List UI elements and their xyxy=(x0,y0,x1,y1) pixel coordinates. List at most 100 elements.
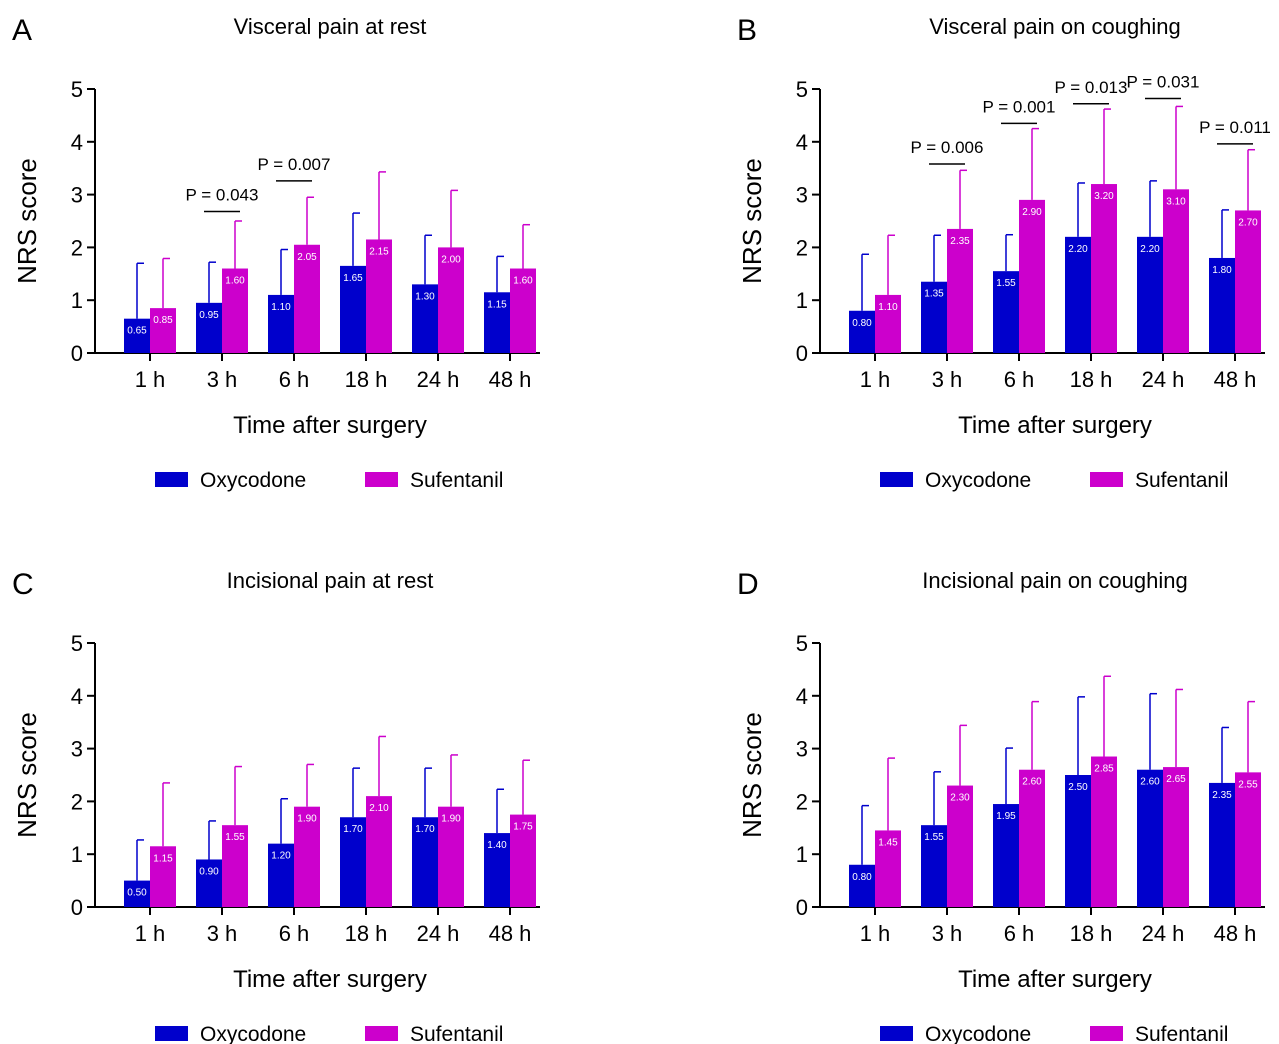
y-tick-label: 0 xyxy=(796,341,808,366)
legend-swatch xyxy=(1090,1026,1123,1041)
oxycodone-bar xyxy=(412,284,438,353)
chart-panel-d: D Incisional pain on coughing NRS score 0 1 2… xyxy=(737,568,1265,1044)
bar-value-label: 1.40 xyxy=(487,840,507,851)
y-axis-label: NRS score xyxy=(12,158,42,284)
y-tick-label: 3 xyxy=(796,183,808,208)
bar-value-label: 2.20 xyxy=(1068,244,1088,255)
sufentanil-bar xyxy=(1163,767,1189,907)
y-tick-label: 5 xyxy=(796,77,808,102)
bar-value-label: 1.45 xyxy=(878,837,898,848)
x-axis-label: Time after surgery xyxy=(958,966,1152,993)
bar-value-label: 1.90 xyxy=(297,814,317,825)
bar-value-label: 3.10 xyxy=(1166,196,1186,207)
sufentanil-bar xyxy=(510,268,536,353)
x-tick-label: 1 h xyxy=(860,367,891,392)
sufentanil-bar xyxy=(1091,756,1117,907)
bar-value-label: 1.70 xyxy=(343,824,363,835)
bar-value-label: 2.90 xyxy=(1022,207,1042,218)
legend-label: Oxycodone xyxy=(200,469,306,492)
sufentanil-bar xyxy=(875,294,901,353)
p-value-annotation: P = 0.011 xyxy=(1199,118,1271,137)
oxycodone-bar xyxy=(412,817,438,907)
chart-panel-b: B Visceral pain on coughing NRS score 0 1 2 3 4… xyxy=(737,14,1271,492)
sufentanil-bar xyxy=(366,796,392,907)
p-value-annotation: P = 0.007 xyxy=(258,155,331,174)
bar-value-label: 1.15 xyxy=(153,853,173,864)
bar-value-label: 1.10 xyxy=(878,302,898,313)
legend-swatch xyxy=(155,1026,188,1041)
bar-value-label: 1.30 xyxy=(415,291,435,302)
y-tick-label: 5 xyxy=(71,631,83,656)
x-tick-label: 48 h xyxy=(489,921,532,946)
x-tick-label: 3 h xyxy=(207,367,238,392)
oxycodone-bar xyxy=(268,843,294,907)
y-tick-label: 1 xyxy=(796,288,808,313)
y-tick-label: 4 xyxy=(796,684,808,709)
oxycodone-bar xyxy=(124,318,150,353)
bar-value-label: 2.70 xyxy=(1238,217,1258,228)
y-tick-label: 1 xyxy=(71,842,83,867)
x-tick-label: 3 h xyxy=(932,921,963,946)
bar-value-label: 1.35 xyxy=(924,289,944,300)
sufentanil-bar xyxy=(510,814,536,907)
bar-value-label: 0.90 xyxy=(199,866,219,877)
x-tick-label: 3 h xyxy=(932,367,963,392)
sufentanil-bar xyxy=(947,785,973,907)
p-value-annotation: P = 0.031 xyxy=(1127,73,1200,92)
x-tick-label: 6 h xyxy=(1004,921,1035,946)
bar-value-label: 2.35 xyxy=(1212,790,1232,801)
legend-swatch xyxy=(365,1026,398,1041)
bar-value-label: 1.55 xyxy=(996,278,1016,289)
bar-value-label: 1.10 xyxy=(271,302,291,313)
bar-value-label: 0.95 xyxy=(199,310,219,321)
y-tick-label: 2 xyxy=(796,789,808,814)
bar-value-label: 2.20 xyxy=(1140,244,1160,255)
legend-swatch xyxy=(155,472,188,487)
x-axis-label: Time after surgery xyxy=(233,966,427,993)
x-tick-label: 1 h xyxy=(135,367,166,392)
sufentanil-bar xyxy=(1019,769,1045,907)
legend-swatch xyxy=(880,1026,913,1041)
sufentanil-bar xyxy=(222,268,248,353)
oxycodone-bar xyxy=(196,859,222,907)
x-tick-label: 18 h xyxy=(345,367,388,392)
x-tick-label: 18 h xyxy=(1070,367,1113,392)
bar-value-label: 1.75 xyxy=(513,822,533,833)
oxycodone-bar xyxy=(340,265,366,353)
bar-value-label: 1.20 xyxy=(271,851,291,862)
oxycodone-bar xyxy=(1137,769,1163,907)
bar-value-label: 0.65 xyxy=(127,326,147,337)
x-tick-label: 6 h xyxy=(279,367,310,392)
y-tick-label: 5 xyxy=(71,77,83,102)
oxycodone-bar xyxy=(993,271,1019,353)
x-tick-label: 48 h xyxy=(489,367,532,392)
x-tick-label: 24 h xyxy=(1142,367,1185,392)
oxycodone-bar xyxy=(124,880,150,907)
x-tick-label: 24 h xyxy=(417,921,460,946)
p-value-annotation: P = 0.006 xyxy=(911,138,984,157)
y-tick-label: 3 xyxy=(71,183,83,208)
bar-value-label: 2.85 xyxy=(1094,764,1114,775)
legend-label: Oxycodone xyxy=(925,469,1031,492)
legend-label: Sufentanil xyxy=(410,469,503,492)
y-tick-label: 1 xyxy=(71,288,83,313)
p-value-annotation: P = 0.043 xyxy=(186,185,259,204)
legend-label: Sufentanil xyxy=(1135,469,1228,492)
y-tick-label: 4 xyxy=(71,684,83,709)
y-tick-label: 2 xyxy=(796,235,808,260)
sufentanil-bar xyxy=(438,247,464,353)
oxycodone-bar xyxy=(921,825,947,907)
legend-label: Oxycodone xyxy=(925,1023,1031,1044)
bar-value-label: 1.65 xyxy=(343,273,363,284)
oxycodone-bar xyxy=(1065,236,1091,353)
oxycodone-bar xyxy=(340,817,366,907)
bar-value-label: 1.80 xyxy=(1212,265,1232,276)
chart-panel-c: C Incisional pain at rest NRS score 0 1 2 3 4 5 0… xyxy=(12,568,540,1044)
legend-label: Sufentanil xyxy=(410,1023,503,1044)
bar-value-label: 2.00 xyxy=(441,254,461,265)
y-tick-label: 0 xyxy=(71,895,83,920)
x-tick-label: 3 h xyxy=(207,921,238,946)
legend-swatch xyxy=(880,472,913,487)
bar-value-label: 2.65 xyxy=(1166,774,1186,785)
